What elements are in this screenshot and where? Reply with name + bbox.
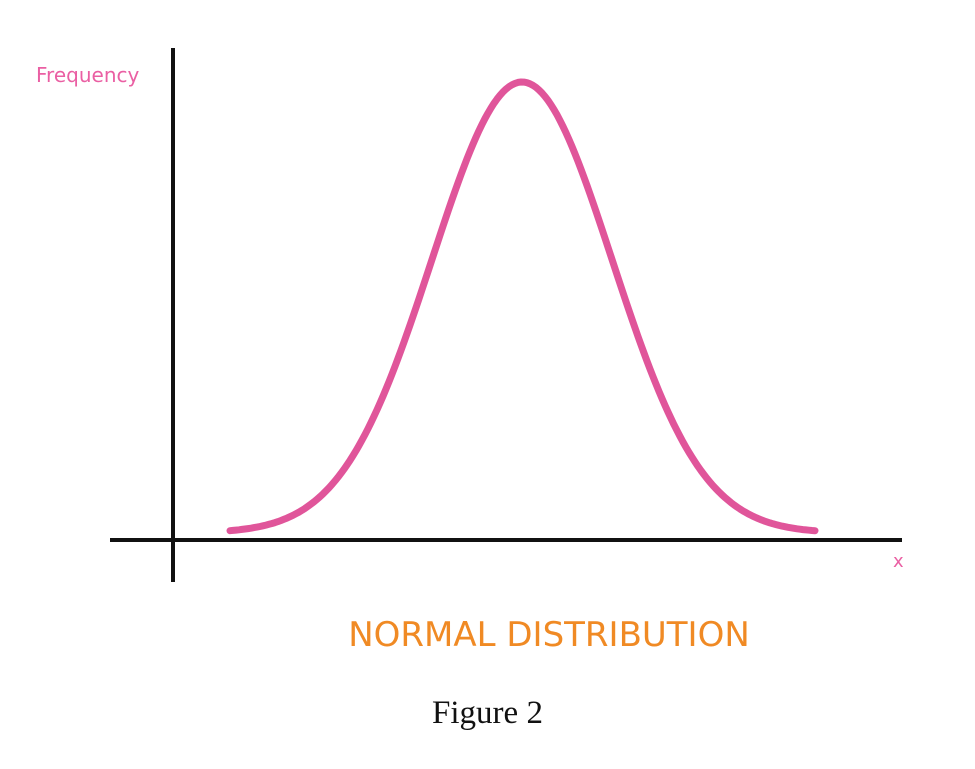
diagram-title: NORMAL DISTRIBUTION — [348, 615, 750, 655]
x-axis-label: x — [893, 551, 904, 572]
y-axis-label: Frequency — [36, 63, 139, 87]
diagram: Frequency x NORMAL DISTRIBUTION — [36, 48, 904, 655]
figure-caption: Figure 2 — [432, 695, 543, 731]
normal-curve — [226, 78, 819, 535]
